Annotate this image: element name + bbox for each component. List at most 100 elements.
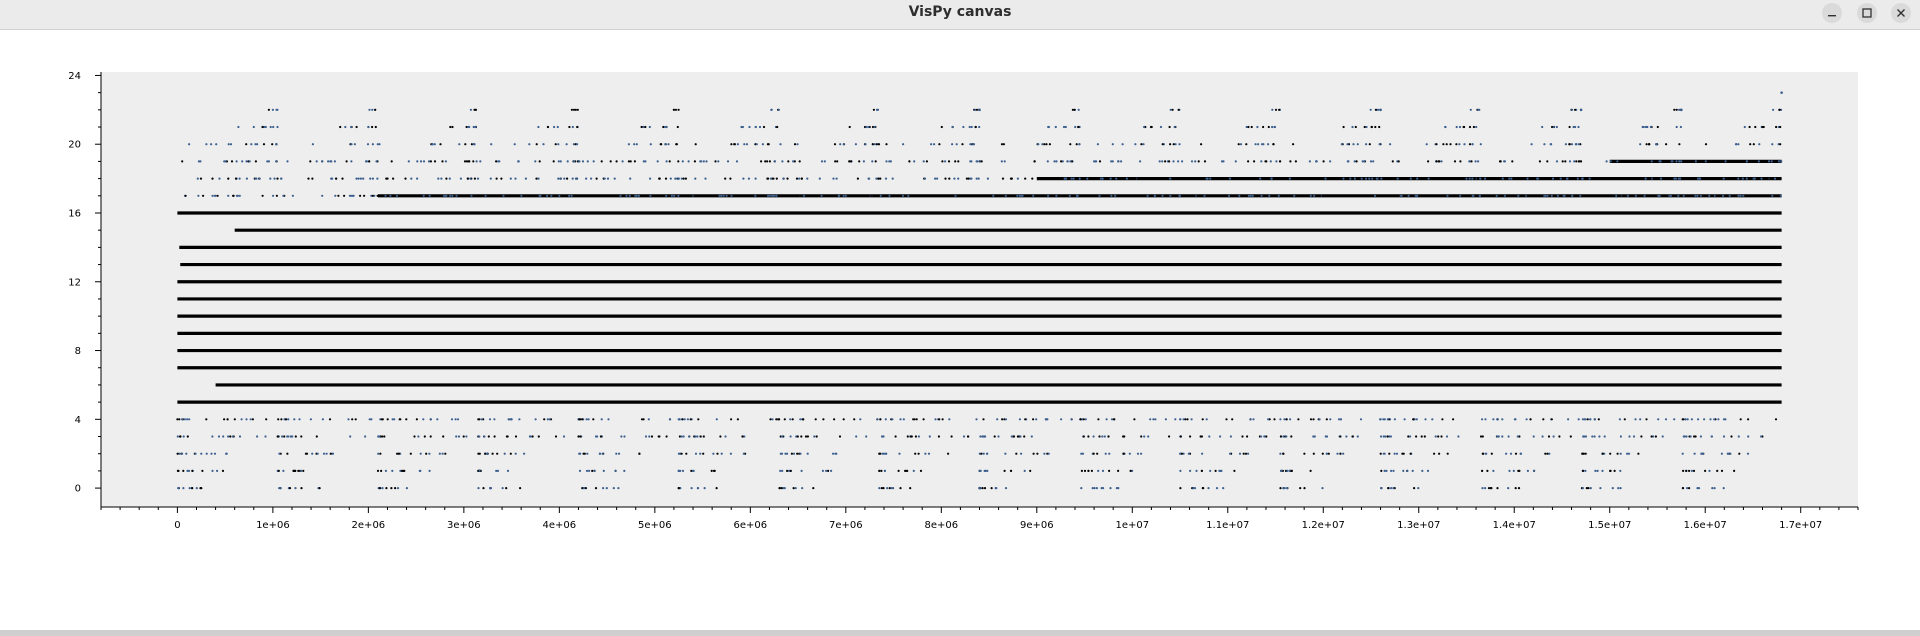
data-point <box>891 177 894 180</box>
data-point <box>1134 194 1137 197</box>
data-point <box>990 487 993 490</box>
data-point <box>359 194 362 197</box>
data-point <box>1353 194 1356 197</box>
data-point <box>188 143 191 146</box>
data-point <box>1140 435 1143 438</box>
data-point <box>1401 452 1404 455</box>
data-point <box>1711 194 1715 197</box>
data-point <box>585 469 589 472</box>
data-point <box>1517 487 1521 490</box>
data-point <box>457 435 461 438</box>
data-point <box>445 177 448 180</box>
data-point <box>1426 469 1430 472</box>
data-point <box>1001 418 1004 421</box>
data-point <box>684 177 688 180</box>
data-point <box>1551 177 1555 180</box>
data-point <box>1517 194 1520 197</box>
data-point <box>294 487 297 490</box>
data-point <box>1589 487 1592 490</box>
data-point <box>1268 194 1271 197</box>
data-point <box>972 143 976 146</box>
data-point <box>1004 418 1008 421</box>
data-point <box>524 177 528 180</box>
data-point <box>495 177 498 180</box>
data-point <box>210 452 213 455</box>
data-point <box>792 487 795 490</box>
data-point <box>754 177 757 180</box>
data-point <box>1649 125 1652 129</box>
data-point <box>1364 194 1368 197</box>
data-point <box>178 418 181 421</box>
data-point <box>1121 143 1124 146</box>
data-point <box>1273 418 1276 421</box>
data-point <box>1716 469 1719 472</box>
data-point <box>718 194 721 197</box>
data-point <box>1558 435 1561 438</box>
data-point <box>1722 177 1725 180</box>
data-point <box>1200 143 1203 146</box>
data-point <box>633 143 636 146</box>
data-point <box>216 469 219 472</box>
data-point <box>309 160 312 163</box>
title-bar[interactable]: VisPy canvas <box>0 0 1920 30</box>
data-point <box>271 143 274 146</box>
data-point <box>1773 177 1777 180</box>
data-point <box>1107 435 1110 438</box>
vispy-canvas[interactable]: 0 4 8 12 16 20 24 0 1e+06 2e+06 3e+06 4e+06 5e+06 6e+… <box>0 30 1920 630</box>
data-point <box>1355 160 1358 163</box>
data-point-extreme <box>1379 108 1382 112</box>
data-point <box>370 418 373 421</box>
data-point <box>1474 160 1477 163</box>
data-point <box>1267 125 1270 129</box>
data-point <box>502 194 505 197</box>
data-point <box>329 452 332 455</box>
data-point <box>1033 160 1036 163</box>
data-point <box>501 487 504 490</box>
data-point <box>660 143 663 146</box>
data-point <box>1591 177 1594 180</box>
data-point <box>1683 435 1686 438</box>
data-point <box>1288 177 1291 180</box>
data-point <box>328 418 332 421</box>
data-point <box>606 177 610 180</box>
data-point <box>345 160 348 163</box>
data-point <box>379 452 382 455</box>
data-point <box>1696 487 1699 490</box>
data-point <box>1704 160 1707 163</box>
data-point <box>917 452 920 455</box>
data-point <box>1369 108 1372 111</box>
data-point <box>1485 452 1488 455</box>
data-point <box>676 125 679 129</box>
data-point <box>1352 143 1355 146</box>
data-point <box>1003 418 1006 421</box>
data-point <box>1032 452 1035 455</box>
data-point <box>1055 160 1058 163</box>
data-point <box>1250 177 1253 180</box>
data-point <box>275 108 278 111</box>
data-point <box>1543 143 1546 146</box>
data-point <box>862 194 866 197</box>
minimize-button[interactable] <box>1822 3 1842 23</box>
data-point <box>875 143 878 146</box>
data-point <box>1356 435 1359 438</box>
close-button[interactable] <box>1891 3 1911 23</box>
data-point <box>983 487 987 490</box>
data-point <box>768 160 772 163</box>
data-point <box>578 469 582 472</box>
data-point <box>277 418 280 421</box>
data-point <box>780 435 784 438</box>
data-point <box>1379 435 1383 438</box>
maximize-button[interactable] <box>1857 3 1877 23</box>
data-point <box>1364 177 1368 180</box>
data-point <box>1619 435 1622 438</box>
data-point <box>812 487 815 490</box>
data-point <box>1619 469 1622 472</box>
data-point <box>556 125 559 129</box>
data-point <box>493 435 496 438</box>
data-point <box>205 452 208 455</box>
data-point <box>1479 143 1482 146</box>
data-point <box>894 435 897 438</box>
data-point <box>1588 177 1591 180</box>
data-point <box>1581 418 1584 421</box>
